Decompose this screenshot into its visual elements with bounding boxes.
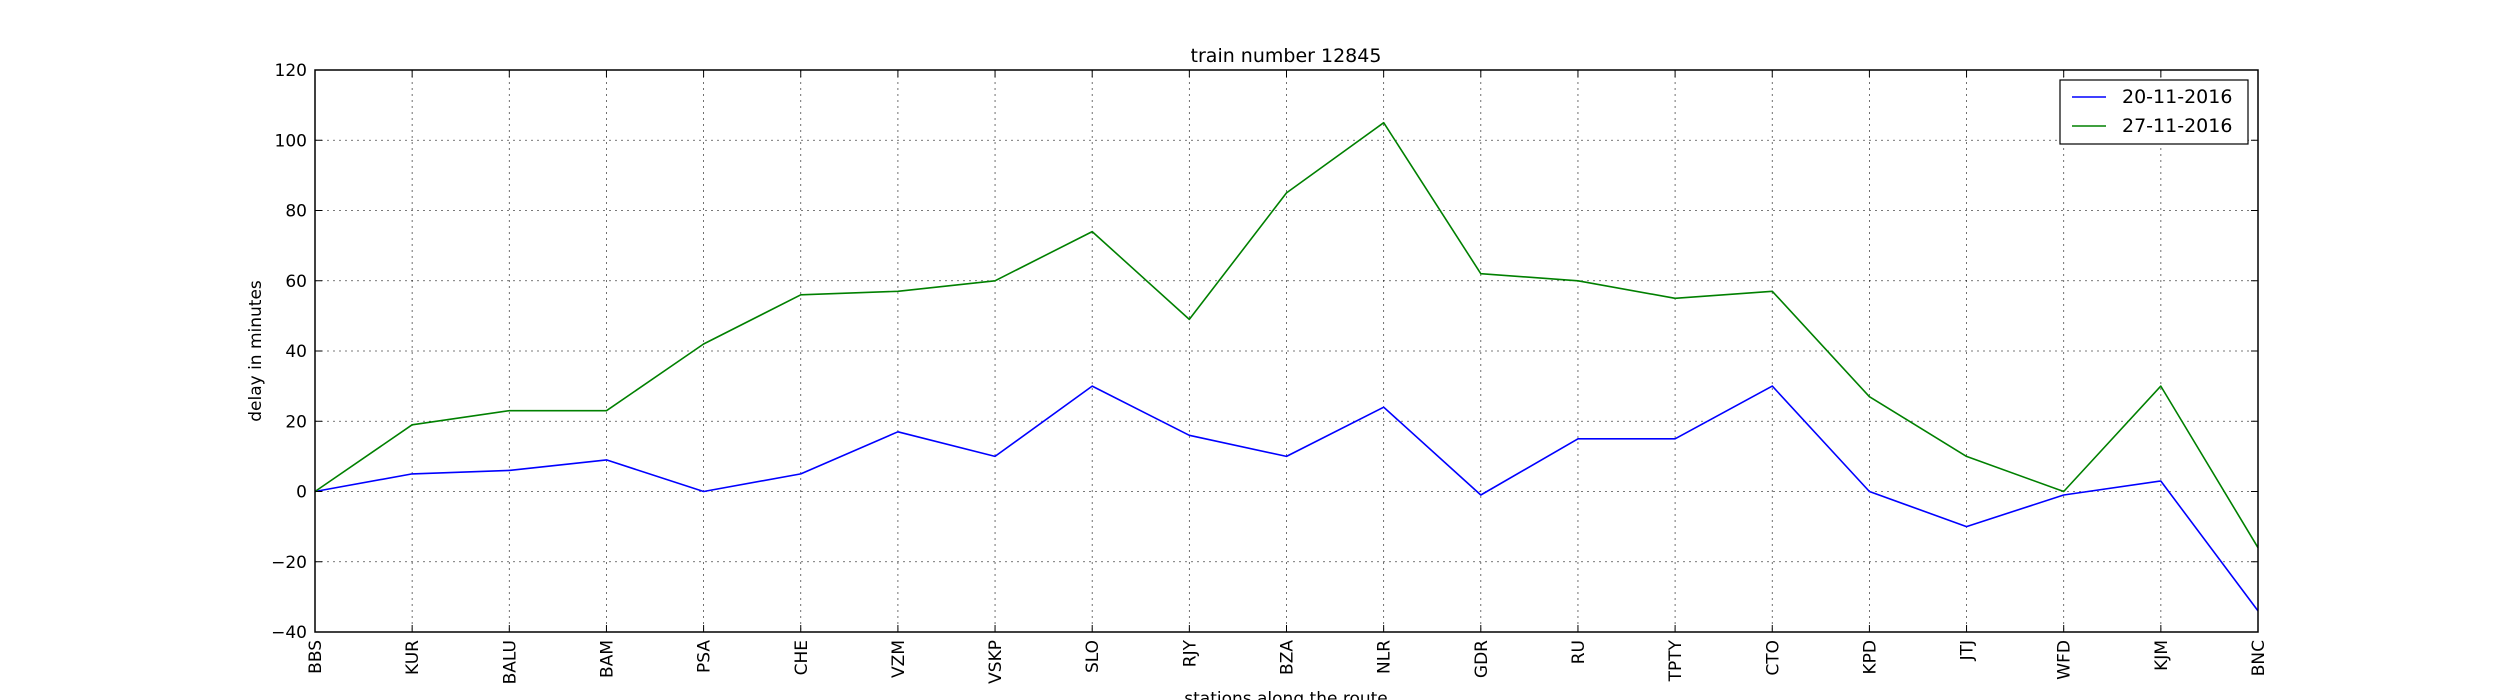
y-tick-label: 20: [285, 412, 307, 432]
x-tick-label: RU: [1569, 640, 1589, 664]
x-tick-label: BALU: [500, 640, 520, 684]
y-tick-label: −20: [271, 553, 307, 573]
x-tick-label: BAM: [597, 640, 617, 678]
x-tick-label: SLO: [1083, 640, 1103, 673]
x-tick-label: VZM: [889, 640, 909, 678]
y-tick-label: 120: [275, 61, 307, 81]
y-axis-ticks: −40 −20 0 20 40 60 80 100 120: [271, 61, 2258, 643]
series-line-2: [314, 121, 2259, 549]
x-tick-label: CTO: [1763, 640, 1783, 676]
y-tick-label: 100: [275, 131, 307, 151]
series-lines: [314, 121, 2259, 612]
y-tick-label: 60: [285, 272, 307, 292]
x-tick-label: KUR: [403, 640, 423, 675]
x-tick-label: BZA: [1278, 640, 1298, 675]
x-tick-label: JTJ: [1958, 640, 1978, 661]
x-tick-label: NLR: [1375, 640, 1395, 674]
series-line-1: [314, 385, 2259, 612]
x-tick-label: WFD: [2055, 640, 2075, 680]
legend: 20-11-2016 27-11-2016: [2059, 79, 2249, 145]
legend-box: [2059, 79, 2249, 145]
x-tick-label: GDR: [1472, 640, 1492, 678]
x-tick-label: KPD: [1860, 640, 1880, 675]
x-axis-ticks: BBS KUR BALU BAM PSA CHE VZM VSKP SLO RJY BZA NLR GD…: [306, 70, 2269, 684]
legend-label-series-1: 20-11-2016: [2122, 86, 2232, 108]
y-tick-label: 0: [296, 483, 307, 503]
y-tick-label: 80: [285, 202, 307, 222]
x-tick-label: BNC: [2249, 640, 2269, 676]
x-tick-label: PSA: [695, 640, 715, 673]
x-tick-label: TPTY: [1666, 639, 1686, 682]
x-tick-label: CHE: [792, 640, 812, 675]
legend-label-series-2: 27-11-2016: [2122, 115, 2232, 137]
x-tick-label: RJY: [1180, 639, 1200, 667]
x-tick-label: BBS: [306, 640, 326, 674]
x-tick-label: KJM: [2152, 640, 2172, 671]
chart-title: train number 12845: [1191, 45, 1382, 67]
x-tick-label: VSKP: [986, 640, 1006, 684]
x-axis-label: stations along the route: [1184, 689, 1388, 700]
y-axis-label: delay in minutes: [246, 280, 266, 422]
y-tick-label: 40: [285, 342, 307, 362]
y-tick-label: −40: [271, 623, 307, 643]
